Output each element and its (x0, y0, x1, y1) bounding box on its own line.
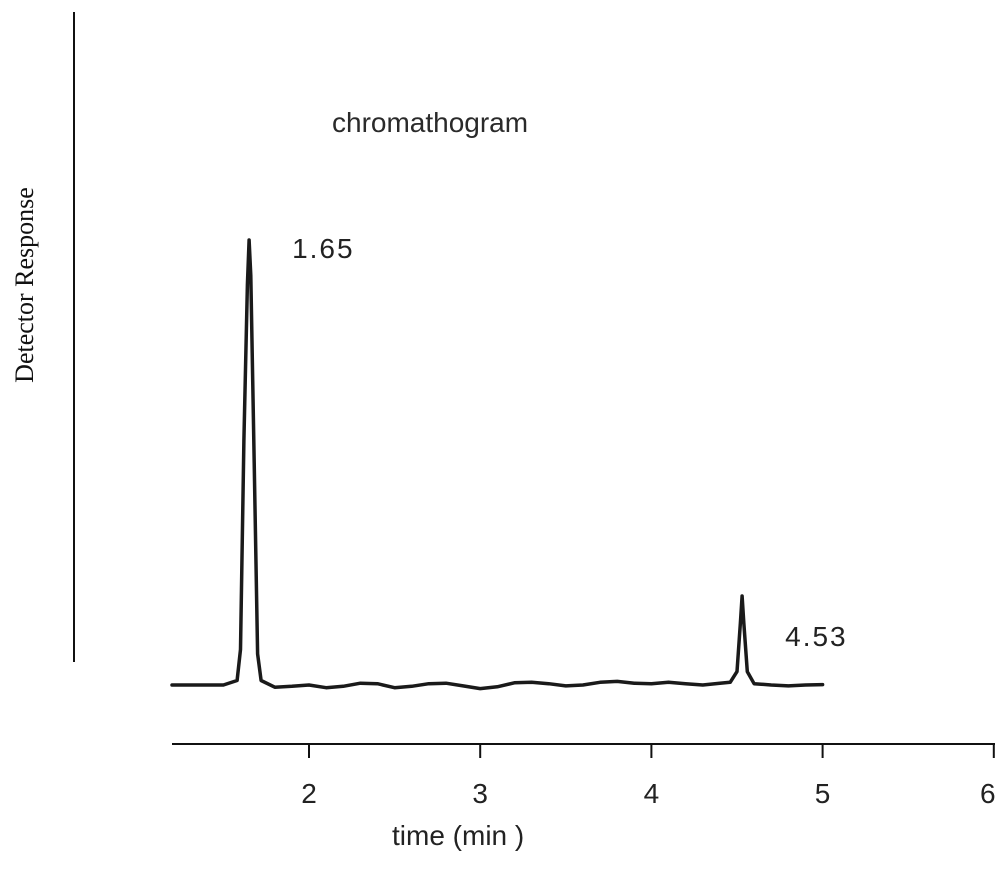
chromatogram-trace (170, 238, 825, 691)
x-axis-label: time (min ) (392, 820, 524, 851)
y-axis-label: Detector Response (10, 187, 39, 383)
x-ticks: 2 3 4 5 6 (301, 744, 996, 809)
x-tick-label: 4 (644, 778, 660, 809)
x-tick-label: 2 (301, 778, 317, 809)
x-tick-label: 5 (815, 778, 831, 809)
series-group (170, 238, 825, 691)
peak-labels: 1.65 4.53 (292, 233, 848, 652)
x-tick-label: 6 (980, 778, 996, 809)
peak-label: 4.53 (785, 621, 848, 652)
x-tick-label: 3 (472, 778, 488, 809)
chart-title: chromathogram (332, 107, 528, 138)
peak-label: 1.65 (292, 233, 355, 264)
